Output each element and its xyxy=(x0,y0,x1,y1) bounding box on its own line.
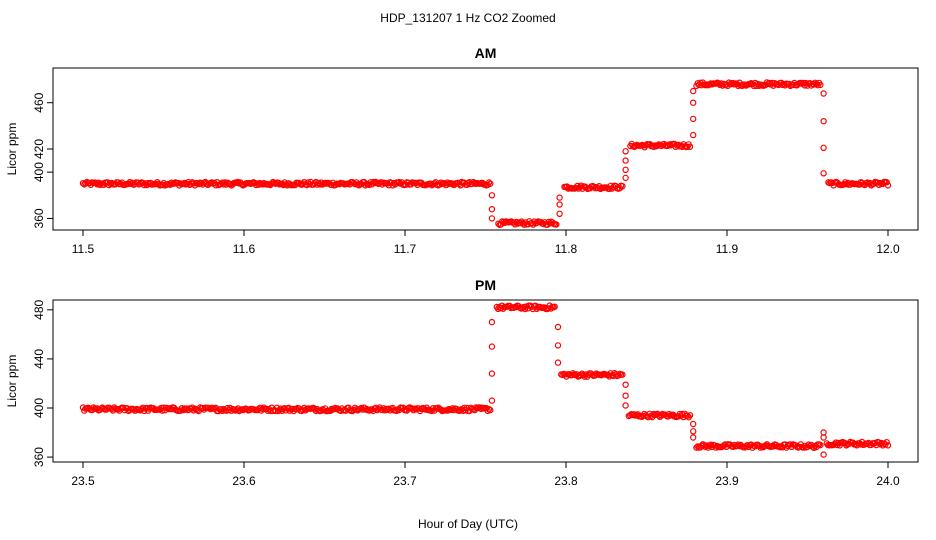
data-point xyxy=(883,178,890,186)
data-point xyxy=(615,372,622,379)
data-point xyxy=(622,148,629,155)
data-point xyxy=(690,420,697,428)
data-point xyxy=(488,370,496,377)
data-point xyxy=(622,166,629,173)
data-point xyxy=(488,318,496,326)
y-tick-label: 440 xyxy=(32,349,46,369)
data-point xyxy=(488,343,496,350)
data-point xyxy=(686,143,694,150)
data-point xyxy=(809,443,816,450)
x-tick-label: 11.9 xyxy=(716,242,739,256)
x-tick-label: 11.7 xyxy=(394,242,417,256)
x-tick-label: 23.6 xyxy=(232,474,256,488)
chart-panels: AM Licor ppm 11.5 11.6 11.7 11.8 11.9 12.0 360 40… xyxy=(5,45,919,488)
x-axis-label: Hour of Day (UTC) xyxy=(418,517,518,531)
data-point xyxy=(650,143,657,150)
data-point xyxy=(690,115,697,123)
data-point xyxy=(554,342,562,349)
data-point xyxy=(690,87,697,95)
data-point xyxy=(684,412,691,419)
data-point xyxy=(820,170,827,177)
data-point xyxy=(487,180,494,187)
data-point xyxy=(488,397,496,404)
data-point xyxy=(488,215,496,222)
data-point xyxy=(820,144,827,151)
data-point xyxy=(556,194,563,201)
plot-frame xyxy=(52,67,919,231)
y-tick-label: 400 xyxy=(32,162,46,182)
x-tick-label: 23.9 xyxy=(715,474,739,488)
data-point xyxy=(488,205,496,213)
data-points xyxy=(79,79,892,228)
y-tick-label: 360 xyxy=(32,447,46,467)
panel-title: PM xyxy=(475,277,496,293)
data-point xyxy=(820,434,827,441)
data-points xyxy=(79,302,892,458)
y-axis-label: Licor ppm xyxy=(5,355,19,408)
data-point xyxy=(619,371,626,378)
data-point xyxy=(96,181,104,188)
data-point xyxy=(488,192,496,199)
y-tick-label: 480 xyxy=(32,299,46,319)
data-point xyxy=(884,442,892,449)
data-point xyxy=(272,407,279,415)
data-point xyxy=(690,99,697,106)
y-tick-label: 460 xyxy=(32,92,46,112)
data-point xyxy=(817,81,824,89)
data-point xyxy=(744,442,751,449)
data-point xyxy=(630,411,638,418)
x-tick-label: 24.0 xyxy=(876,474,900,488)
data-point xyxy=(622,157,629,164)
data-point xyxy=(437,179,445,186)
data-point xyxy=(606,185,613,192)
data-point xyxy=(702,443,709,450)
data-point xyxy=(884,182,892,189)
data-point xyxy=(553,221,560,228)
x-tick-label: 11.8 xyxy=(555,242,578,256)
data-point xyxy=(622,174,629,182)
data-point xyxy=(487,406,494,414)
data-point xyxy=(554,359,562,366)
x-tick-label: 11.5 xyxy=(72,242,95,256)
data-point xyxy=(837,440,845,447)
data-point xyxy=(820,451,827,458)
x-tick-label: 23.5 xyxy=(71,474,95,488)
y-tick-label: 360 xyxy=(32,208,46,228)
x-tick-label: 23.8 xyxy=(554,474,578,488)
data-point xyxy=(690,428,697,435)
chart-panel-am: AM Licor ppm 11.5 11.6 11.7 11.8 11.9 12.0 360 40… xyxy=(5,45,919,256)
figure-title: HDP_131207 1 Hz CO2 Zoomed xyxy=(380,11,555,25)
data-point xyxy=(690,131,697,139)
data-point xyxy=(622,381,629,388)
y-tick-label: 400 xyxy=(32,398,46,418)
data-point xyxy=(883,439,890,446)
chart-panel-pm: PM Licor ppm 23.5 23.6 23.7 23.8 23.9 24.0 360 40… xyxy=(5,277,919,488)
data-point xyxy=(545,218,552,226)
x-tick-label: 12.0 xyxy=(876,242,900,256)
data-point xyxy=(693,444,700,451)
x-tick-label: 11.6 xyxy=(233,242,256,256)
data-point xyxy=(485,179,493,186)
x-tick-label: 23.7 xyxy=(393,474,417,488)
data-point xyxy=(556,210,563,217)
data-point xyxy=(622,402,629,409)
data-point xyxy=(686,412,694,419)
data-point xyxy=(554,323,562,331)
y-axis-label: Licor ppm xyxy=(5,123,19,176)
plot-frame xyxy=(52,299,919,463)
data-point xyxy=(820,117,827,125)
data-point xyxy=(757,444,764,451)
y-tick-label: 420 xyxy=(32,139,46,159)
data-point xyxy=(619,182,626,190)
data-point xyxy=(729,79,737,87)
data-point xyxy=(556,201,563,208)
data-point xyxy=(622,392,629,399)
data-point xyxy=(729,443,737,450)
data-point xyxy=(820,90,827,97)
panel-title: AM xyxy=(475,45,497,61)
data-point xyxy=(551,303,558,310)
data-point xyxy=(817,441,824,449)
data-point xyxy=(690,434,697,441)
